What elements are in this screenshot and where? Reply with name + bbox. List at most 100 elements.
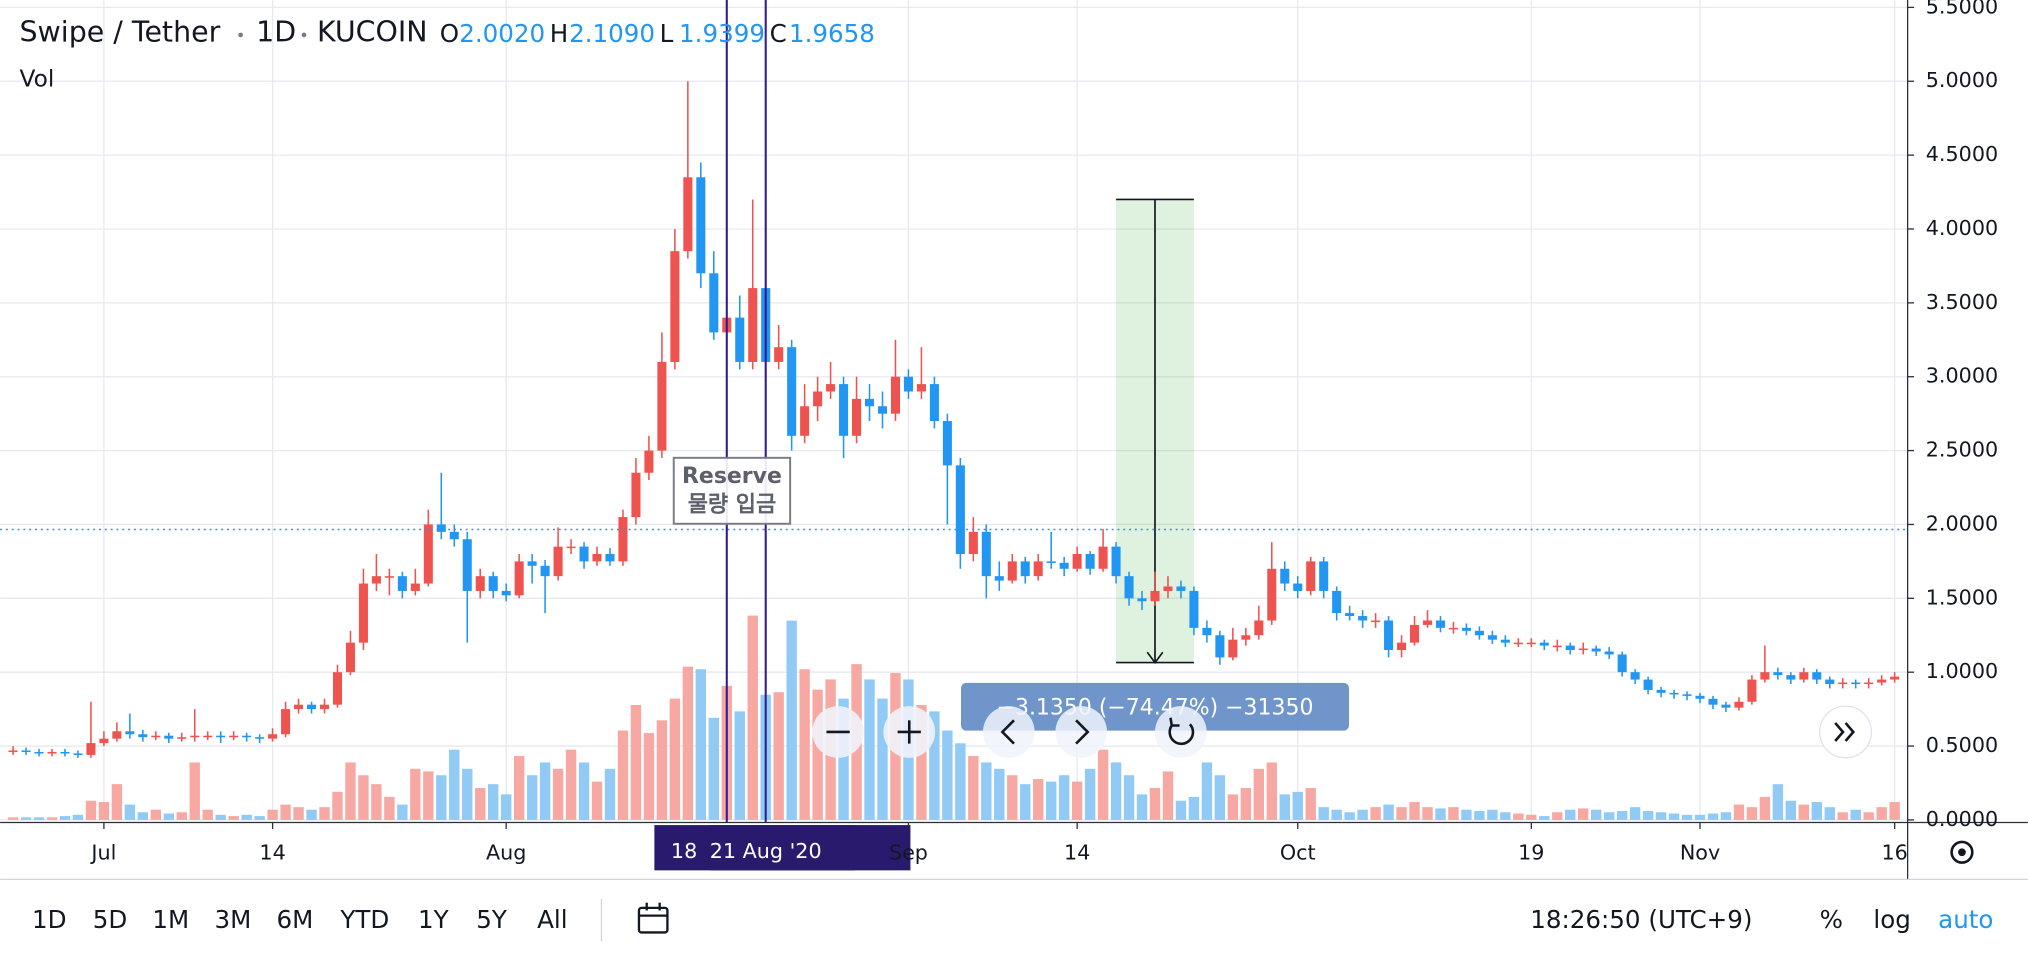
volume-bar [1084, 768, 1096, 820]
candle-body [1085, 553, 1095, 569]
date-label: 21 Aug '20 [710, 839, 822, 863]
candle-body [1747, 679, 1757, 702]
range-button[interactable]: 1Y [418, 905, 450, 934]
volume-bar [1058, 775, 1070, 820]
candle-body [1189, 590, 1199, 628]
range-button[interactable]: 5D [93, 905, 128, 934]
candle-body [112, 731, 122, 739]
measure-arrowhead [1146, 651, 1164, 664]
volume-bar [397, 804, 408, 820]
candle-body [566, 546, 576, 549]
candle-body [1124, 576, 1134, 599]
zoom-out-button[interactable] [812, 706, 864, 758]
exchange: KUCOIN [317, 16, 428, 49]
scroll-right-button[interactable] [1055, 706, 1108, 758]
volume-bar [228, 816, 239, 820]
volume-bar [916, 704, 927, 820]
candle-body [1293, 583, 1303, 591]
candle-body [1669, 692, 1679, 695]
volume-bar [371, 784, 382, 820]
range-button[interactable]: All [537, 905, 567, 934]
volume-bar [33, 817, 45, 820]
volume-bar [1162, 771, 1174, 820]
volume-bar [1318, 807, 1329, 820]
zoom-in-button[interactable] [883, 706, 936, 758]
note-text: Reserve [682, 464, 782, 489]
candle-body [1461, 627, 1471, 631]
volume-bar [604, 768, 616, 820]
volume-bar [578, 762, 590, 820]
scale-option[interactable]: auto [1938, 905, 1993, 934]
volume-bar [137, 812, 149, 820]
range-button[interactable]: 5Y [476, 905, 508, 934]
candle-body [553, 546, 563, 577]
volume-bar [410, 768, 421, 820]
overlays: Reserve 물량 입금 −3.1350 (−74.47%) −31350 18 21… [0, 0, 1908, 871]
volume-bar [682, 666, 694, 820]
volume-bar [1694, 814, 1706, 820]
volume-bar [1759, 796, 1771, 820]
volume-bar [475, 787, 486, 820]
candle-body [1163, 586, 1173, 591]
candle-body [1358, 616, 1368, 621]
volume-bar [1357, 809, 1368, 820]
note-box [672, 456, 792, 525]
range-button[interactable]: 3M [214, 905, 251, 934]
candle-body [839, 384, 849, 436]
y-tick-label: 4.0000 [1926, 216, 1998, 240]
candle-body [1228, 639, 1238, 658]
candle-body [683, 177, 693, 252]
volume-bar [1850, 809, 1861, 820]
candle-body [319, 704, 330, 710]
range-button[interactable]: 6M [277, 905, 314, 934]
volume-bar [786, 620, 797, 820]
candle-body [190, 735, 200, 738]
volume-bar [358, 775, 369, 820]
candle-body [1410, 624, 1420, 643]
candle-body [462, 539, 472, 591]
range-button[interactable]: YTD [339, 905, 389, 934]
scroll-left-button[interactable] [982, 706, 1035, 758]
scale-option[interactable]: log [1873, 905, 1910, 934]
volume-bar [591, 781, 603, 820]
volume-bar [241, 814, 252, 820]
candle-body [618, 517, 628, 562]
range-button[interactable]: 1D [32, 905, 67, 934]
volume-bar [436, 775, 447, 820]
separator-dot [301, 32, 307, 38]
candle-body [968, 531, 978, 554]
volume-bar [1409, 802, 1420, 820]
volume-bar [46, 817, 58, 820]
y-tick-label: 3.0000 [1926, 364, 1998, 388]
volume-bar [1214, 775, 1226, 820]
volume-bar [1500, 812, 1511, 820]
volume-bar [1292, 791, 1303, 820]
candle-body [384, 576, 394, 578]
volume-bar [85, 800, 97, 820]
volume-bar [124, 804, 136, 820]
volume-bar [1707, 813, 1719, 820]
volume-bar [708, 717, 719, 820]
candle-body [1786, 675, 1796, 680]
y-tick-label: 1.0000 [1926, 659, 1998, 683]
candle-body [1111, 546, 1121, 577]
candle-body [670, 251, 680, 362]
reset-button[interactable] [1154, 706, 1207, 758]
volume-bar [955, 743, 966, 820]
goto-date-button[interactable] [637, 902, 669, 934]
range-button[interactable]: 1M [152, 905, 189, 934]
volume-bar [669, 698, 681, 820]
candle-body [1578, 648, 1588, 651]
settings-button[interactable] [1950, 840, 1974, 864]
volume-bar [1616, 810, 1628, 820]
scale-option[interactable]: % [1820, 905, 1843, 934]
volume-bar [1539, 816, 1550, 820]
x-tick-label: 14 [259, 841, 285, 865]
candle-body [1422, 620, 1433, 625]
volume-bar [202, 809, 213, 820]
candle-body [813, 391, 823, 407]
scroll-to-end-button[interactable] [1819, 705, 1873, 759]
x-tick-label: 14 [1064, 841, 1090, 865]
candle-body [1656, 689, 1666, 693]
